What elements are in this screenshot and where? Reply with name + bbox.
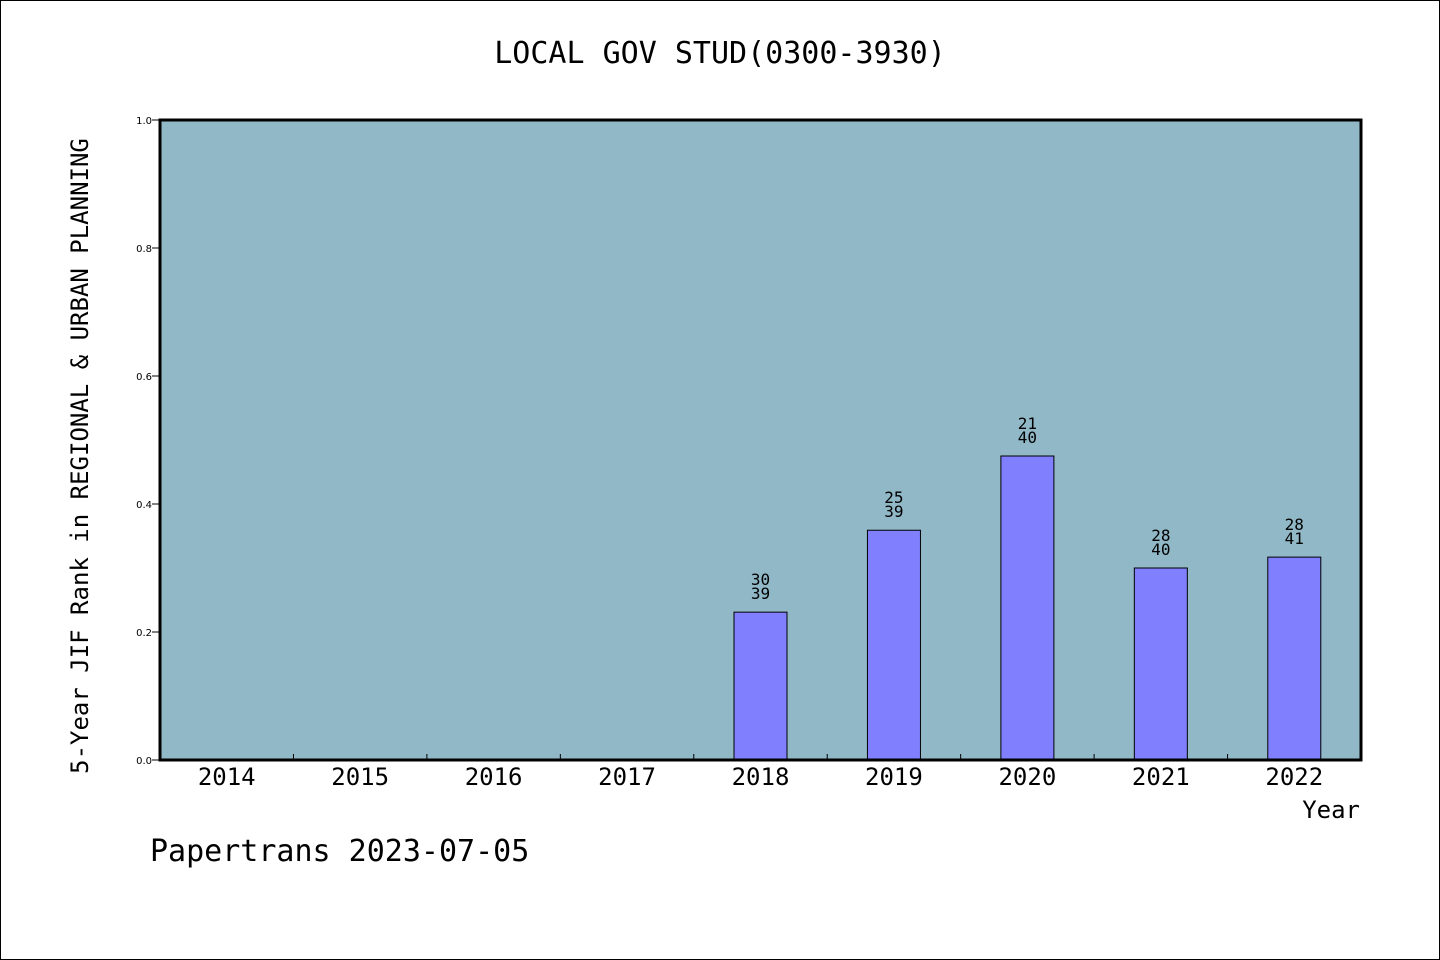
x-tick-label: 2021 [1132, 763, 1190, 791]
x-tick-label: 2016 [465, 763, 523, 791]
y-tick-label: 1.0 [136, 116, 152, 127]
y-tick-label: 0.8 [136, 244, 152, 255]
x-tick-label: 2020 [998, 763, 1056, 791]
chart-title: LOCAL GOV STUD(0300-3930) [494, 36, 946, 71]
footer-credit: Papertrans 2023-07-05 [150, 834, 530, 869]
x-tick-label: 2022 [1265, 763, 1323, 791]
bar-total-label: 41 [1285, 529, 1304, 548]
bar-2021 [1133, 567, 1188, 761]
bar-2018 [733, 611, 788, 761]
bar-total-label: 39 [751, 584, 770, 603]
bar-total-label: 40 [1018, 428, 1037, 447]
bar-rank-label: 28 [1285, 515, 1304, 534]
bar-rank-label: 28 [1151, 526, 1170, 545]
bar-2020 [1000, 455, 1055, 761]
bar-2019 [866, 529, 921, 761]
y-tick-label: 0.2 [136, 628, 152, 639]
bar-rank-label: 25 [884, 488, 903, 507]
x-tick-label: 2018 [732, 763, 790, 791]
y-tick-label: 0.6 [136, 372, 152, 383]
bar-total-label: 40 [1151, 540, 1170, 559]
plot-border [158, 118, 1363, 762]
y-tick-label: 0.4 [136, 500, 152, 511]
x-tick-label: 2014 [198, 763, 256, 791]
y-tick-label: 0.0 [136, 756, 152, 767]
bar-rank-label: 30 [751, 570, 770, 589]
x-tick-label: 2019 [865, 763, 923, 791]
x-tick-label: 2017 [598, 763, 656, 791]
bar-rank-label: 21 [1018, 414, 1037, 433]
x-tick-label: 2015 [331, 763, 389, 791]
x-axis-label: Year [1302, 796, 1360, 824]
bar-total-label: 39 [884, 502, 903, 521]
bar-2022 [1267, 556, 1322, 761]
